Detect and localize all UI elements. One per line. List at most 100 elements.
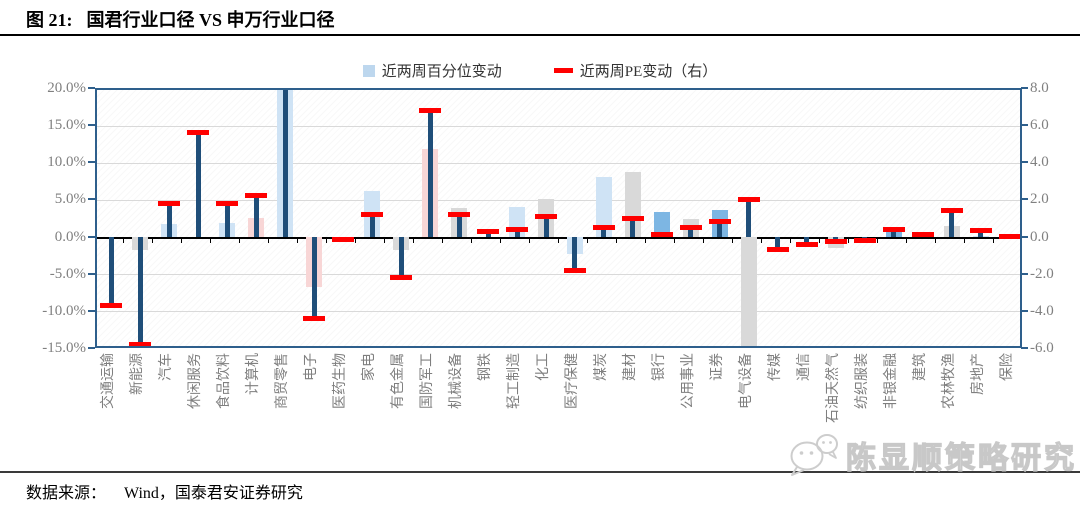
pe-cap: [737, 197, 760, 203]
source-line: 数据来源： Wind，国泰君安证券研究: [26, 479, 303, 503]
category-tick: [586, 238, 588, 243]
source-label: 数据来源：: [26, 485, 107, 502]
y-right-label: 0.0: [1030, 228, 1049, 245]
bar-pe-stem: [630, 218, 636, 237]
bar-pe-stem: [195, 132, 201, 237]
right-border-tick: [1021, 124, 1028, 127]
left-border-tick: [88, 272, 95, 275]
category-tick: [847, 238, 849, 243]
pe-cap: [708, 219, 731, 225]
left-border-tick: [88, 235, 95, 238]
pe-cap: [100, 302, 123, 308]
pe-cap: [911, 232, 934, 238]
x-label: 计算机: [246, 353, 262, 395]
x-label: 传媒: [767, 353, 783, 381]
pe-cap: [998, 234, 1020, 240]
bar-pe-stem: [688, 227, 694, 237]
pe-cap: [853, 237, 876, 243]
pe-cap: [390, 275, 413, 281]
bar-pe-stem: [282, 90, 288, 237]
bar-pe-stem: [746, 199, 752, 237]
category-tick: [123, 238, 125, 243]
pe-cap: [361, 211, 384, 217]
pe-cap: [129, 341, 152, 346]
bar-pe-stem: [485, 231, 491, 237]
gridline: [97, 162, 1020, 164]
bar-pe-stem: [311, 236, 317, 317]
pe-cap: [158, 200, 181, 206]
x-label: 建材: [622, 353, 638, 381]
x-label: 钢铁: [478, 353, 494, 381]
pe-cap: [245, 193, 268, 199]
category-tick: [500, 238, 502, 243]
pe-cap: [332, 237, 355, 242]
pe-cap: [448, 211, 471, 217]
category-tick: [268, 238, 270, 243]
bar-pe-stem: [862, 236, 868, 239]
left-border-tick: [88, 87, 95, 89]
x-label: 有色金属: [391, 353, 407, 409]
footer-rule: [0, 471, 1080, 473]
y-left-label: -10.0%: [42, 302, 86, 319]
pe-cap: [621, 215, 644, 221]
bar-pe-stem: [253, 195, 259, 237]
y-right-label: -6.0: [1030, 340, 1054, 356]
x-label: 医疗保健: [564, 353, 580, 409]
bar-pe-stem: [891, 229, 897, 237]
pe-cap: [824, 238, 847, 244]
watermark-text: 陈显顺策略研究: [845, 441, 1077, 475]
category-tick: [702, 238, 704, 243]
x-label: 休闲服务: [188, 353, 204, 409]
right-border-tick: [1021, 272, 1028, 275]
category-tick: [615, 238, 617, 243]
category-tick: [760, 238, 762, 243]
x-label: 家电: [362, 353, 378, 381]
x-label: 轻工制造: [507, 353, 523, 409]
plot-area: [95, 88, 1022, 348]
pe-cap: [216, 200, 239, 206]
left-border-tick: [88, 161, 95, 164]
bar-pe-stem: [137, 236, 143, 343]
gridline: [97, 311, 1020, 313]
x-label: 交通运输: [101, 353, 117, 409]
y-right-label: -4.0: [1030, 302, 1054, 319]
right-border-tick: [1021, 161, 1028, 164]
figure-caption: 图 21: 国君行业口径 VS 申万行业口径: [26, 6, 335, 32]
x-label: 电子: [304, 353, 320, 381]
category-tick: [934, 238, 936, 243]
y-left-label: -15.0%: [42, 340, 86, 356]
chart-legend: 近两周百分位变动 近两周PE变动（右）: [0, 60, 1080, 81]
bar-pe-stem: [514, 229, 520, 237]
pe-cap: [592, 224, 615, 230]
y-right-label: -2.0: [1030, 265, 1054, 282]
pe-cap: [187, 130, 210, 136]
category-tick: [326, 238, 328, 243]
bar-percentile: [740, 236, 757, 346]
bar-pe-stem: [833, 236, 839, 240]
bar-pe-stem: [166, 203, 172, 237]
figure-title: 国君行业口径 VS 申万行业口径: [86, 10, 335, 30]
x-label: 新能源: [130, 353, 146, 395]
category-tick: [558, 238, 559, 243]
watermark: 陈显顺策略研究: [788, 432, 1077, 478]
legend-item-pe: 近两周PE变动（右）: [553, 60, 717, 81]
category-tick: [789, 238, 791, 243]
right-border-tick: [1021, 347, 1028, 349]
pe-cap: [477, 228, 500, 234]
y-right-label: 6.0: [1030, 117, 1049, 134]
y-left-label: 15.0%: [47, 117, 86, 134]
category-tick: [905, 238, 907, 243]
category-tick: [413, 238, 415, 243]
x-label: 医药生物: [333, 353, 349, 409]
pe-cap: [679, 224, 702, 230]
gridline: [97, 125, 1020, 127]
y-right-label: 8.0: [1030, 80, 1049, 96]
x-label: 商贸零售: [275, 353, 291, 409]
bar-pe-stem: [775, 236, 781, 248]
category-tick: [731, 238, 733, 243]
pe-cap: [303, 315, 326, 321]
wechat-icon: [790, 434, 838, 476]
x-label: 国防军工: [420, 353, 436, 409]
x-label: 机械设备: [449, 353, 465, 409]
category-tick: [442, 238, 444, 243]
